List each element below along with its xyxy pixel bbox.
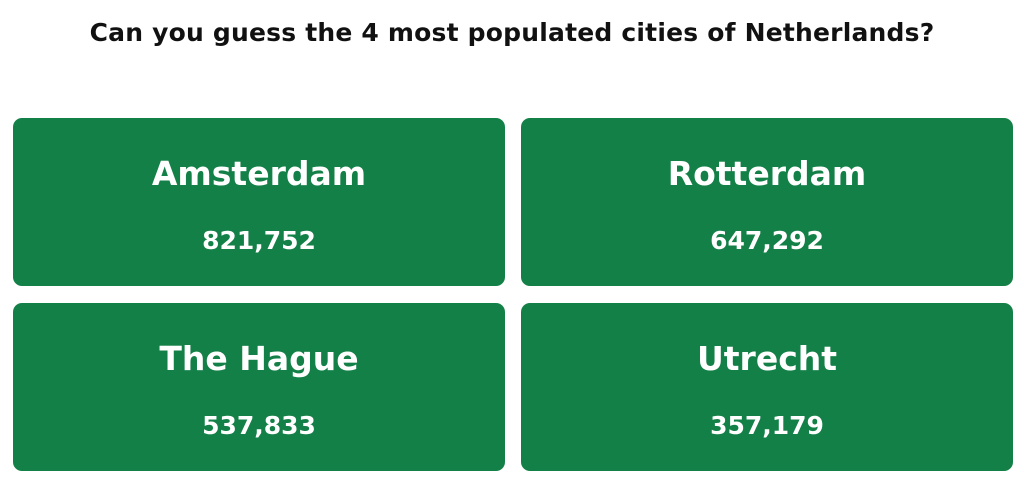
city-name: Amsterdam xyxy=(151,154,367,193)
city-population: 357,179 xyxy=(710,411,824,440)
city-card: Amsterdam 821,752 xyxy=(13,118,505,286)
city-card: The Hague 537,833 xyxy=(13,303,505,471)
city-name: Utrecht xyxy=(696,339,838,378)
city-name: The Hague xyxy=(159,339,359,378)
city-card: Rotterdam 647,292 xyxy=(521,118,1013,286)
city-name: Rotterdam xyxy=(667,154,867,193)
city-population: 537,833 xyxy=(202,411,316,440)
city-population: 821,752 xyxy=(202,226,316,255)
city-card: Utrecht 357,179 xyxy=(521,303,1013,471)
quiz-title: Can you guess the 4 most populated citie… xyxy=(89,18,935,47)
city-population: 647,292 xyxy=(710,226,824,255)
